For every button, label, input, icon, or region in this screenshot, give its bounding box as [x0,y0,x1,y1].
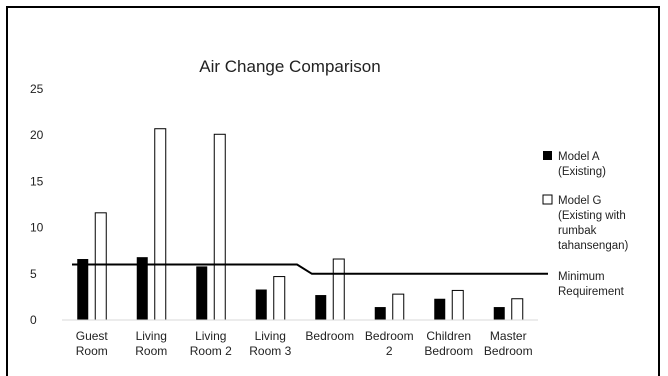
category-label: Living Room 3 [249,329,291,358]
legend-swatch-model-a [543,151,552,160]
bar-model-a [493,307,505,320]
bar-model-g [451,289,464,321]
y-tick-label: 0 [30,313,37,327]
category-label: Children Bedroom [424,329,473,358]
category-label: Guest Room [76,329,109,358]
bar-model-g [392,293,405,321]
y-tick-label: 15 [30,174,44,188]
bar-model-g [94,212,107,321]
x-axis-categories: Guest Room Living Room Living Room 2 Living Roo… [76,329,533,358]
y-tick-label: 25 [30,82,44,96]
bar-model-g [511,298,524,321]
category-label: Bedroom 2 [365,329,414,358]
y-tick-label: 10 [30,221,44,235]
bar-model-g [154,128,167,321]
minimum-requirement-line [72,263,548,275]
legend-label-model-g: Model G (Existing with rumbak tahansengan) [558,195,629,252]
legend: Model A (Existing) Model G (Existing with ru… [542,151,629,298]
category-label: Bedroom [305,329,354,343]
category-label: Living Room [135,329,167,358]
bars [62,128,538,321]
bar-model-a [196,266,208,320]
bar-model-a [315,295,327,320]
bar-model-a [255,289,267,320]
legend-label-model-a: Model A (Existing) [558,151,606,178]
y-tick-label: 5 [30,267,37,281]
y-tick-label: 20 [30,128,44,142]
y-axis-ticks: 0 5 10 15 20 25 [30,82,44,327]
bar-model-a [434,298,446,320]
legend-label-minimum-requirement: Minimum Requirement [558,271,625,298]
bar-model-g [273,276,286,321]
bar-model-g [213,133,226,321]
reference-line-path [72,263,548,275]
category-label: Living Room 2 [190,329,232,358]
bar-model-g [332,258,345,321]
category-label: Master Bedroom [484,329,533,358]
bar-model-a [136,257,148,320]
bar-model-a [374,307,386,320]
bar-model-a [77,259,89,320]
chart-title: Air Change Comparison [199,57,380,76]
legend-swatch-model-g [542,194,553,205]
